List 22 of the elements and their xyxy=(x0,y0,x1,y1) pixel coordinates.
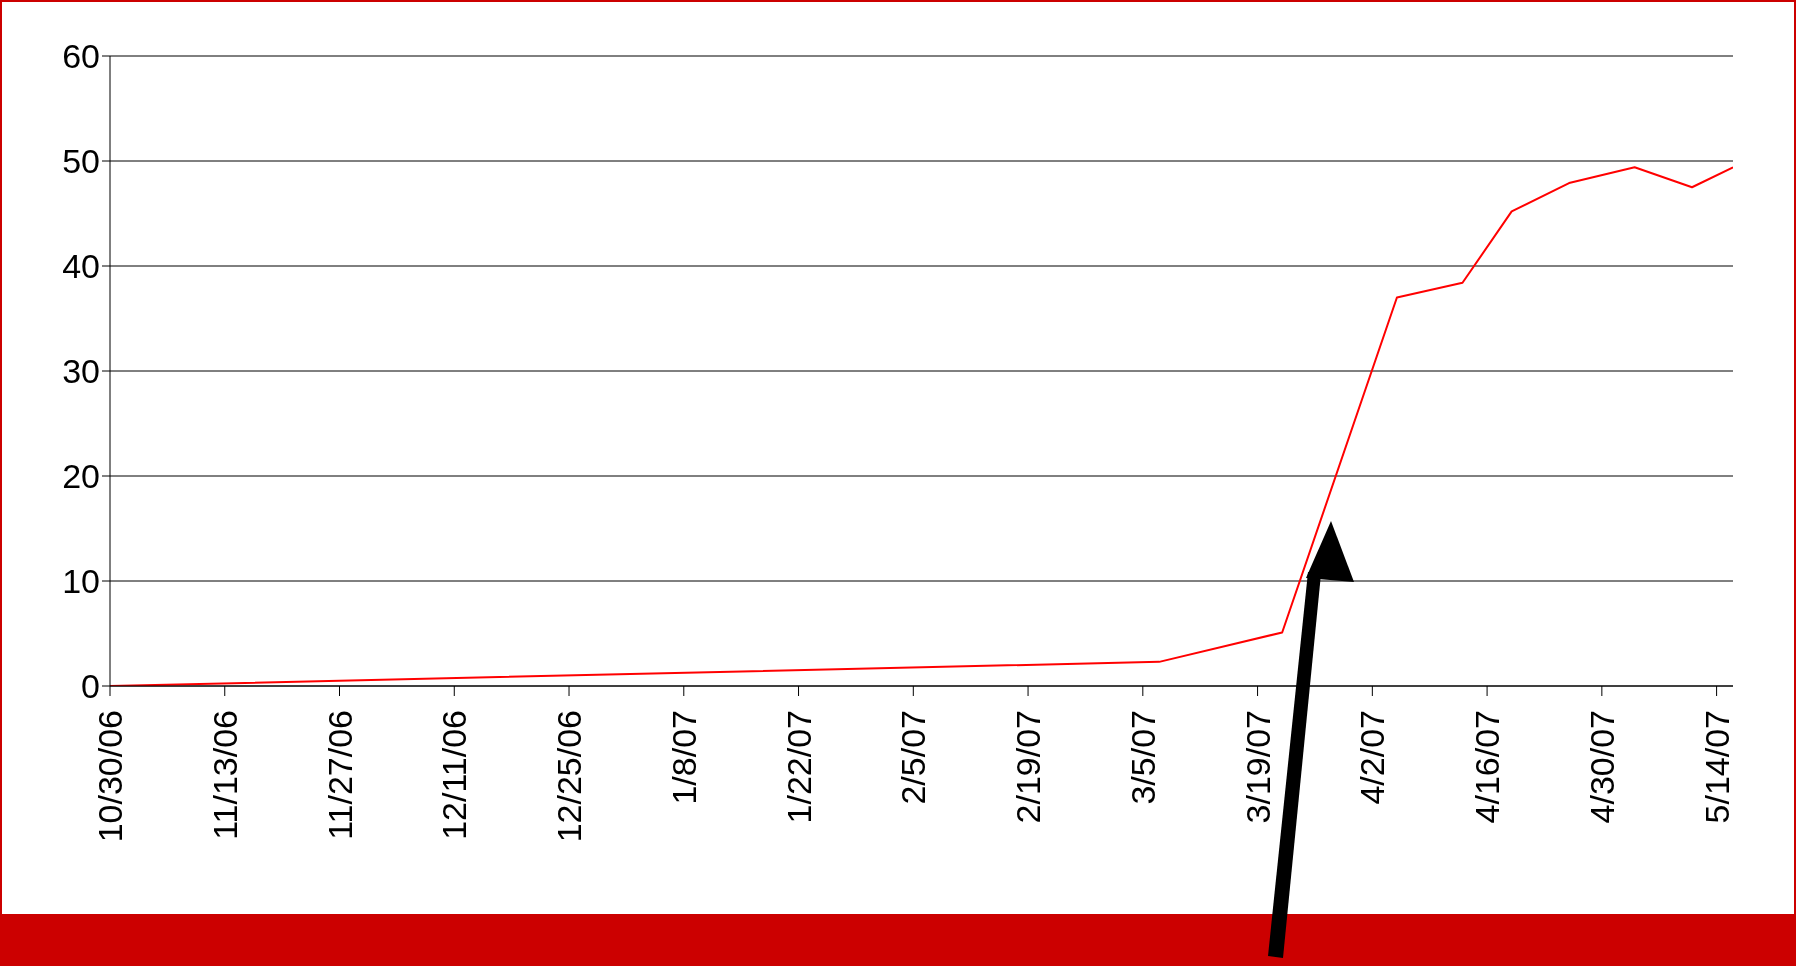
x-tick-label: 1/8/07 xyxy=(664,710,703,805)
x-tick-label: 2/5/07 xyxy=(894,710,933,805)
x-tick-label: 12/25/06 xyxy=(550,710,589,843)
x-tick-label: 2/19/07 xyxy=(1009,710,1048,824)
x-tick-label: 11/27/06 xyxy=(320,710,359,840)
y-tick-label: 10 xyxy=(62,562,100,601)
y-tick-label: 40 xyxy=(62,247,100,286)
x-tick-label: 11/13/06 xyxy=(205,710,244,840)
x-tick-label: 3/19/07 xyxy=(1238,710,1277,824)
y-tick-label: 20 xyxy=(62,457,100,496)
x-tick-label: 12/11/06 xyxy=(435,710,474,840)
y-tick-label: 0 xyxy=(81,667,100,706)
x-tick-label: 3/5/07 xyxy=(1123,710,1162,805)
x-tick-label: 1/22/07 xyxy=(779,710,818,824)
x-tick-label: 4/2/07 xyxy=(1353,710,1392,805)
y-tick-label: 30 xyxy=(62,352,100,391)
x-tick-label: 10/30/06 xyxy=(91,710,129,843)
y-tick-label: 60 xyxy=(62,37,100,76)
y-tick-label: 50 xyxy=(62,142,100,181)
x-tick-label: 5/14/07 xyxy=(1697,710,1736,824)
x-tick-label: 4/30/07 xyxy=(1582,710,1621,824)
x-tick-label: 4/16/07 xyxy=(1468,710,1507,824)
